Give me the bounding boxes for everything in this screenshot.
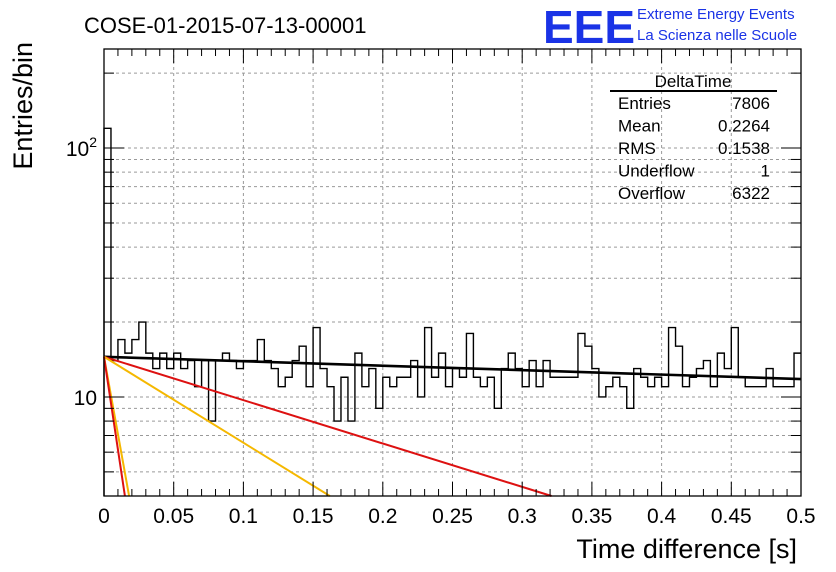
- logo-line-1: Extreme Energy Events: [637, 6, 795, 23]
- fit-line-1: [103, 355, 802, 381]
- run-title: COSE-01-2015-07-13-00001: [84, 13, 367, 38]
- stat-label: Mean: [618, 117, 661, 136]
- stats-box: DeltaTime Entries 7806 Mean 0.2264 RMS 0.1538…: [610, 72, 777, 203]
- fit-lines-layer: [103, 355, 802, 497]
- fit-line-2: [103, 355, 552, 497]
- fit-line-3: [103, 355, 331, 497]
- y-tick-label: 10: [74, 387, 97, 410]
- x-tick-labels: 0 0.05 0.1 0.15 0.2 0.25 0.3 0.35 0.4 0.45 0.5: [98, 505, 815, 528]
- stats-rows: Entries 7806 Mean 0.2264 RMS 0.1538 Underflow 1…: [618, 94, 770, 203]
- x-tick-label: 0.5: [786, 505, 815, 528]
- x-tick-label: 0.25: [432, 505, 473, 528]
- stat-value: 0.2264: [718, 117, 770, 136]
- x-tick-label: 0.4: [647, 505, 677, 528]
- grid: [104, 49, 801, 497]
- histogram-layer: [103, 127, 801, 496]
- x-tick-label: 0.2: [368, 505, 397, 528]
- x-tick-label: 0.3: [508, 505, 537, 528]
- stat-value: 6322: [732, 184, 770, 203]
- x-tick-label: 0.45: [711, 505, 752, 528]
- eee-logo: EEE Extreme Energy Events La Scienza nel…: [543, 1, 797, 53]
- x-tick-label: 0: [98, 505, 110, 528]
- y-axis-label: Entries/bin: [8, 42, 38, 170]
- stat-label: Overflow: [618, 184, 686, 203]
- stat-value: 1: [761, 162, 770, 181]
- x-tick-label: 0.15: [293, 505, 334, 528]
- axis-ticks: [103, 49, 802, 497]
- x-tick-label: 0.1: [229, 505, 258, 528]
- plot-frame: [103, 48, 802, 497]
- y-tick-labels: 10 102: [66, 134, 97, 410]
- x-axis-label: Time difference [s]: [576, 534, 797, 564]
- stats-title: DeltaTime: [655, 72, 732, 91]
- x-tick-label: 0.35: [571, 505, 612, 528]
- fit-line-5: [103, 356, 126, 497]
- logo-mark: EEE: [543, 1, 635, 53]
- stat-value: 7806: [732, 94, 770, 113]
- y-tick-label: 102: [66, 134, 97, 161]
- stat-value: 0.1538: [718, 139, 770, 158]
- stat-label: Entries: [618, 94, 671, 113]
- stat-label: Underflow: [618, 162, 695, 181]
- logo-line-2: La Scienza nelle Scuole: [637, 27, 797, 44]
- x-tick-label: 0.05: [153, 505, 194, 528]
- stat-label: RMS: [618, 139, 656, 158]
- histogram-bins: [103, 127, 801, 496]
